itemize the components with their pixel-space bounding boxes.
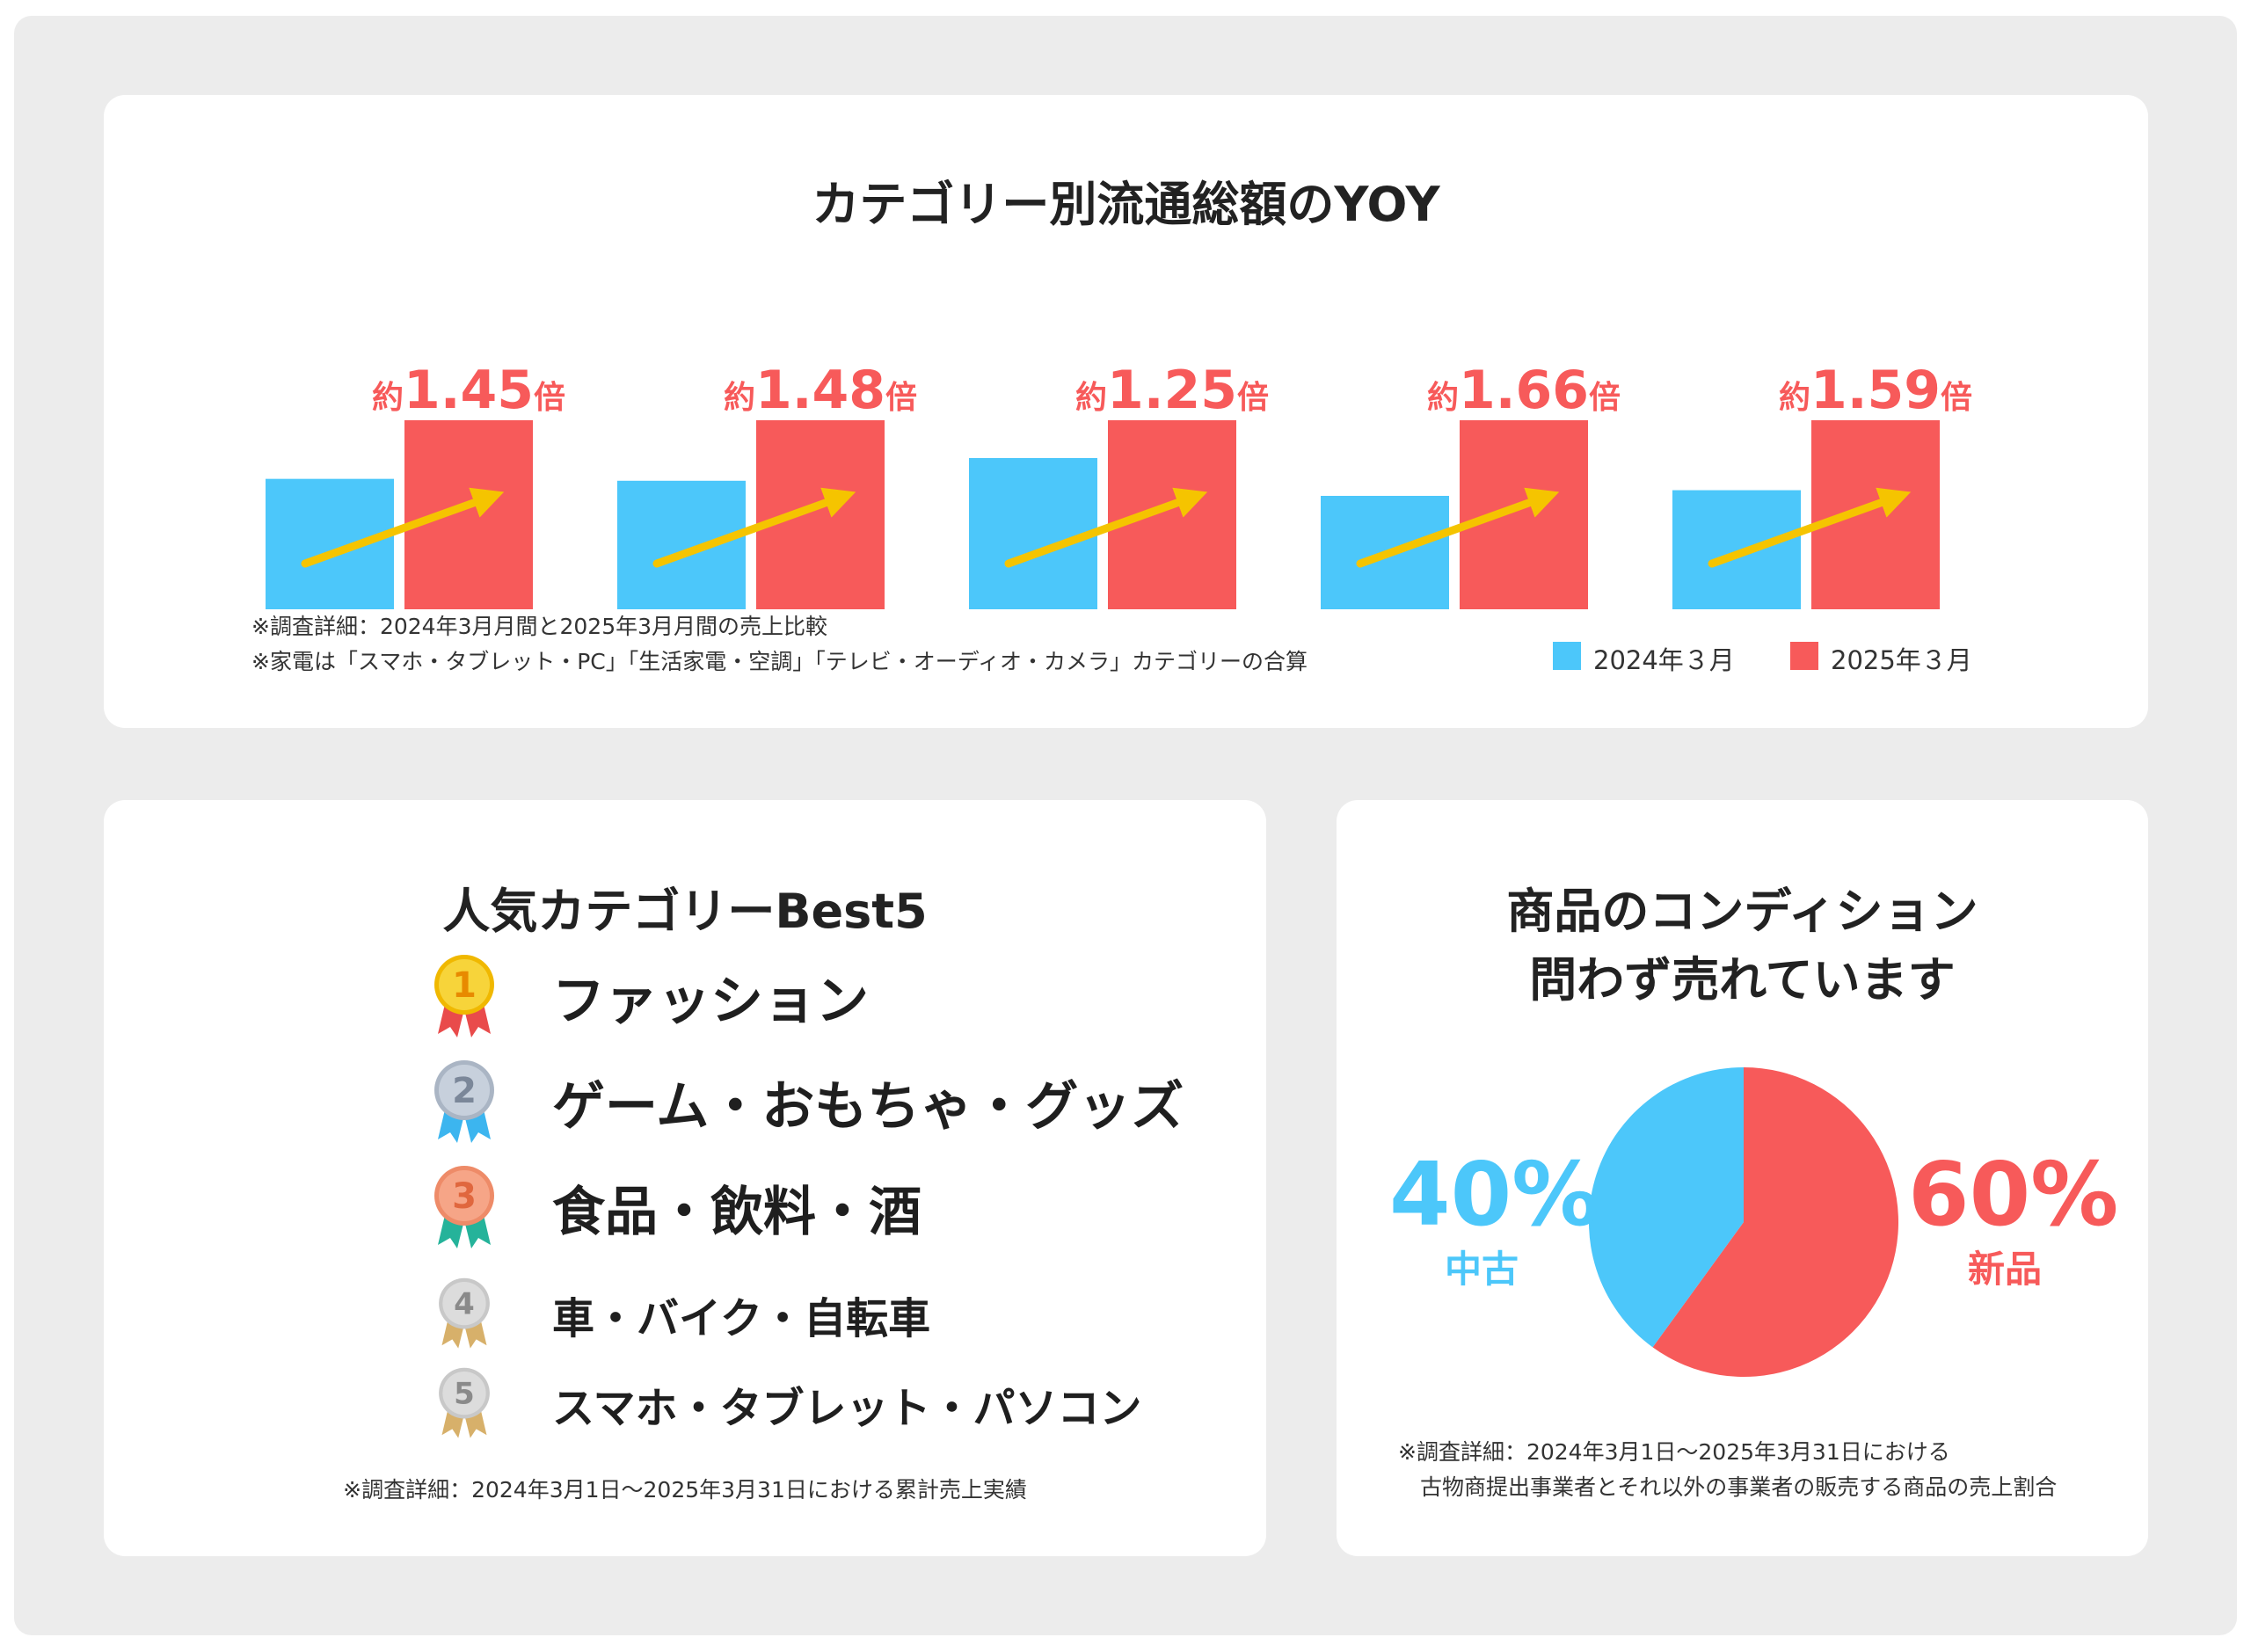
ratio-label-3: 約1.66倍 bbox=[1427, 360, 1621, 421]
rank-2-label: ゲーム・おもちゃ・グッズ bbox=[552, 1076, 1184, 1138]
pie-slice-new bbox=[1652, 1067, 1898, 1377]
ratio-label-2: 約1.25倍 bbox=[1075, 360, 1269, 421]
rank-4-label: 車・バイク・自転車 bbox=[552, 1294, 931, 1343]
bar-2025-4 bbox=[1811, 420, 1940, 609]
new-label: 新品 bbox=[1967, 1248, 2042, 1291]
medal-number-5: 5 bbox=[454, 1377, 475, 1412]
rank-5-label: スマホ・タブレット・パソコン bbox=[552, 1384, 1142, 1433]
medal-icon-4: 4 bbox=[439, 1277, 490, 1349]
yoy-note-1: ※調査詳細：2024年3月月間と2025年3月月間の売上比較 bbox=[251, 614, 828, 639]
legend-label-2025: 2025年３月 bbox=[1831, 645, 1972, 675]
medal-number-4: 4 bbox=[454, 1287, 475, 1322]
best5-card: 人気カテゴリーBest5 1 ファッション 2 ゲーム・おもちゃ・グッズ 3 食品・飲料・… bbox=[104, 800, 1266, 1556]
yoy-title: カテゴリー別流通総額のYOY bbox=[812, 177, 1440, 232]
growth-arrow-1 bbox=[652, 487, 856, 568]
condition-pie-chart bbox=[1589, 1067, 1898, 1377]
medal-icon-3: 3 bbox=[434, 1166, 494, 1248]
rank-3-label: 食品・飲料・酒 bbox=[552, 1182, 922, 1243]
bar-2024-4 bbox=[1672, 490, 1801, 609]
bar-2025-3 bbox=[1460, 420, 1588, 609]
condition-note-2: 古物商提出事業者とそれ以外の事業者の販売する商品の売上割合 bbox=[1420, 1474, 2058, 1500]
legend-label-2024: 2024年３月 bbox=[1593, 645, 1735, 675]
growth-arrow-0 bbox=[301, 487, 505, 568]
bar-2025-2 bbox=[1108, 420, 1236, 609]
used-label: 中古 bbox=[1444, 1248, 1519, 1291]
condition-card: 商品のコンディション 問わず売れています 40% 中古 60% 新品 ※調査詳細… bbox=[1337, 800, 2148, 1556]
medal-number-3: 3 bbox=[452, 1176, 477, 1217]
growth-arrow-3 bbox=[1356, 487, 1560, 568]
medal-number-2: 2 bbox=[452, 1071, 477, 1111]
new-percent: 60% bbox=[1908, 1143, 2119, 1246]
growth-arrow-2 bbox=[1004, 487, 1208, 568]
yoy-card: カテゴリー別流通総額のYOY 約1.45倍家電約1.48倍ファッション約1.25… bbox=[104, 95, 2148, 728]
growth-arrow-4 bbox=[1708, 487, 1912, 568]
bar-2024-2 bbox=[969, 458, 1097, 609]
ratio-label-4: 約1.59倍 bbox=[1779, 360, 1972, 421]
medal-number-1: 1 bbox=[452, 965, 477, 1006]
best5-note: ※調査詳細：2024年3月1日〜2025年3月31日における累計売上実績 bbox=[343, 1477, 1027, 1503]
legend-swatch-2024 bbox=[1553, 642, 1581, 670]
pie-slice-used bbox=[1589, 1067, 1744, 1348]
medal-icon-5: 5 bbox=[439, 1367, 490, 1438]
medal-icon-2: 2 bbox=[434, 1060, 494, 1143]
yoy-note-2: ※家電は「スマホ・タブレット・PC」「生活家電・空調」「テレビ・オーディオ・カメ… bbox=[251, 649, 1308, 674]
rank-1-label: ファッション bbox=[552, 971, 869, 1032]
bar-2025-0 bbox=[404, 420, 533, 609]
bar-2024-0 bbox=[266, 478, 394, 609]
ratio-label-0: 約1.45倍 bbox=[372, 360, 565, 421]
condition-title-line2: 問わず売れています bbox=[1529, 952, 1956, 1008]
used-percent: 40% bbox=[1389, 1143, 1600, 1246]
ratio-label-1: 約1.48倍 bbox=[724, 360, 917, 421]
legend-swatch-2025 bbox=[1790, 642, 1818, 670]
best5-title: 人気カテゴリーBest5 bbox=[442, 884, 928, 939]
bar-2024-1 bbox=[617, 480, 746, 609]
condition-title-line1: 商品のコンディション bbox=[1506, 884, 1978, 939]
yoy-bar-chart: 約1.45倍家電約1.48倍ファッション約1.25倍食品・飲料・酒約1.66倍車… bbox=[266, 360, 1972, 609]
medal-icon-1: 1 bbox=[434, 955, 494, 1037]
condition-note-1: ※調査詳細：2024年3月1日〜2025年3月31日における bbox=[1398, 1439, 1950, 1465]
bar-2025-1 bbox=[756, 420, 885, 609]
